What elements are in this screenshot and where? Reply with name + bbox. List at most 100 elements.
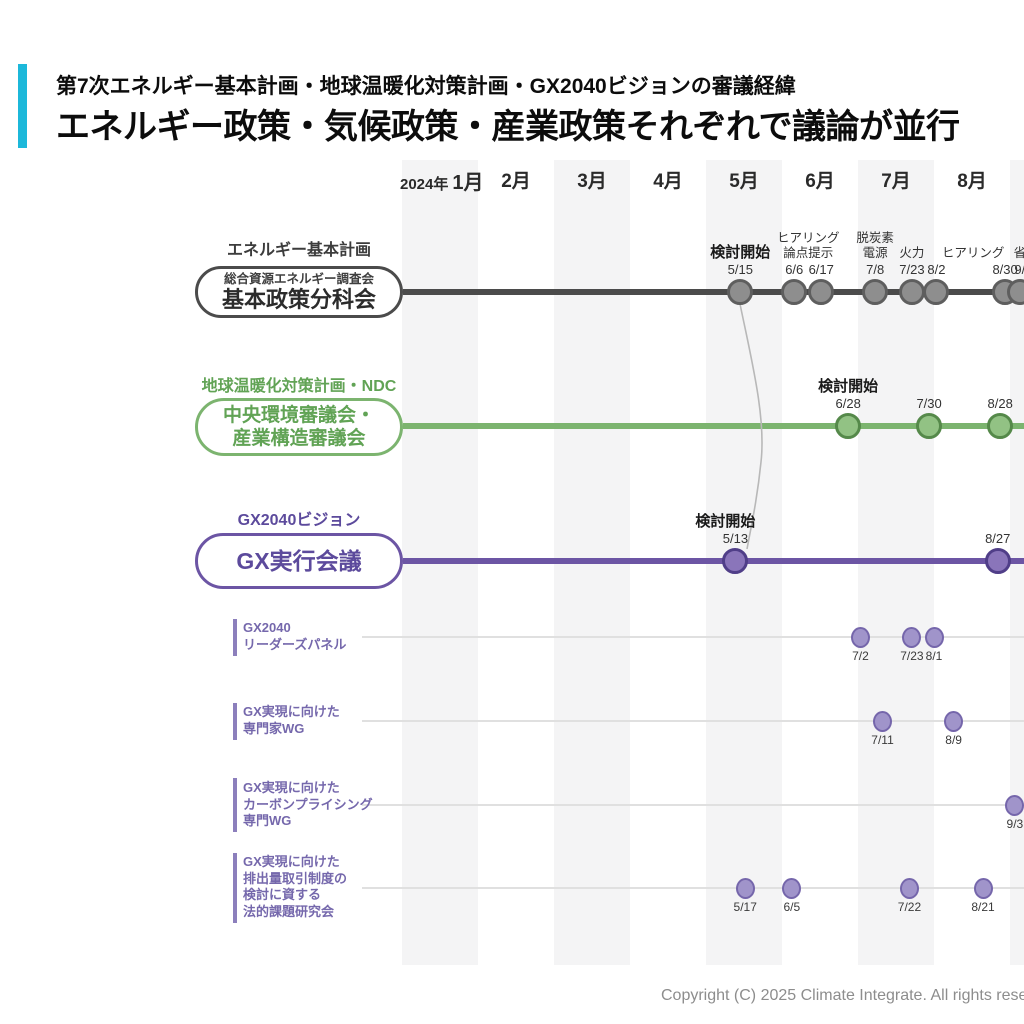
event-dot (862, 279, 889, 305)
event-date: 7/23 (899, 262, 925, 277)
sub-label-expert-wg: GX実現に向けた 専門家WG (243, 704, 340, 737)
event-date: 6/17 (808, 262, 834, 277)
event-date: 8/30 (992, 262, 1018, 277)
pill-title-line2: 産業構造審議会 (232, 428, 366, 449)
event-note: 火力 (899, 245, 925, 260)
timeline-gx-category: GX2040ビジョン (237, 512, 361, 529)
timeline-energy-category: エネルギー基本計画 (226, 242, 371, 259)
sub-label-line: GX実現に向けた (243, 780, 340, 795)
sub-event-date: 7/23 (900, 649, 924, 663)
year-label: 2024年 (400, 176, 449, 193)
event-note: 省 (1013, 245, 1024, 260)
event-date: 7/30 (916, 396, 942, 411)
sub-event-dot (944, 710, 964, 732)
event-dot (1006, 279, 1024, 305)
month-label: 5月 (729, 171, 759, 192)
sub-label-carbon-pricing-wg: GX実現に向けた カーボンプライシング 専門WG (243, 780, 373, 830)
event-dot (923, 279, 950, 305)
event-date: 6/6 (785, 262, 804, 277)
pill-title-line1: 中央環境審議会・ (222, 405, 375, 426)
pill-title: GX実行会議 (236, 547, 362, 574)
pill-subtitle: 総合資源エネルギー調査会 (223, 271, 374, 286)
timeline-line (403, 289, 1024, 295)
sub-label-accent-bar (233, 853, 237, 923)
event-dot (987, 413, 1014, 439)
event-note: 検討開始 (695, 512, 756, 530)
sub-event-dot (973, 877, 993, 899)
month-label: 4月 (653, 171, 683, 192)
sub-event-date: 7/2 (852, 649, 869, 663)
event-dot (916, 413, 943, 439)
month-label: 6月 (805, 171, 835, 192)
sub-event-dot (1005, 794, 1024, 816)
timeline-energy-pill: 総合資源エネルギー調査会 基本政策分科会 (195, 266, 403, 318)
month-label: 7月 (881, 171, 911, 192)
sub-timeline-line (362, 720, 1024, 722)
sub-label-line: GX実現に向けた (243, 704, 340, 719)
event-note: ヒアリング (941, 245, 1005, 260)
sub-label-line: カーボンプライシング (243, 796, 373, 812)
sub-label-line: 法的課題研究会 (243, 903, 335, 919)
event-date: 6/28 (835, 396, 861, 411)
sub-label-line: 排出量取引制度の (243, 870, 348, 886)
sub-label-leaders-panel: GX2040 リーダーズパネル (243, 620, 346, 653)
month-label: 3月 (577, 171, 607, 192)
event-date: 8/28 (987, 396, 1013, 411)
sub-event-date: 7/22 (897, 900, 922, 914)
sub-label-line: GX2040 (243, 620, 291, 635)
month-label-january: 2024年 1月 (400, 166, 484, 195)
timeline-line (403, 423, 1024, 429)
event-note: 検討開始 (710, 243, 771, 261)
timeline-climate-category: 地球温暖化対策計画・NDC (201, 378, 397, 395)
sub-event-dot (902, 626, 922, 648)
month-label: 1月 (452, 172, 484, 194)
timeline-gx-pill: GX実行会議 (195, 533, 403, 589)
event-note: 検討開始 (818, 377, 879, 395)
event-dot (898, 279, 925, 305)
sub-event-dot (899, 877, 919, 899)
sub-label-line: GX実現に向けた (243, 854, 340, 869)
event-date: 8/2 (927, 262, 946, 277)
sub-label-legal-study-group: GX実現に向けた 排出量取引制度の 検討に資する 法的課題研究会 (243, 854, 347, 920)
event-dot (835, 413, 862, 439)
timeline-line (403, 558, 1024, 564)
sub-event-date: 8/9 (945, 733, 962, 747)
sub-event-dot (924, 626, 944, 648)
sub-event-date: 9/3 (1006, 817, 1024, 831)
sub-event-date: 8/1 (925, 649, 943, 663)
sub-event-dot (850, 626, 870, 648)
event-dot (781, 279, 808, 305)
sub-label-line: 検討に資する (243, 887, 322, 902)
event-dot (984, 548, 1011, 574)
sub-event-dot (873, 710, 893, 732)
sub-event-dot (782, 877, 802, 899)
month-label: 8月 (957, 171, 987, 192)
timeline-climate-pill: 中央環境審議会・ 産業構造審議会 (195, 398, 403, 456)
sub-timeline-line (362, 636, 1024, 638)
sub-event-date: 8/21 (971, 900, 995, 914)
copyright-text: Copyright (C) 2025 Climate Integrate. Al… (661, 987, 1024, 1004)
pill-title: 基本政策分科会 (221, 286, 376, 312)
sub-event-date: 6/5 (783, 900, 801, 914)
sub-label-line: リーダーズパネル (243, 636, 347, 652)
event-date: 5/15 (727, 262, 753, 277)
sub-event-dot (735, 877, 755, 899)
page-title: エネルギー政策・気候政策・産業政策それぞれで議論が並行 (56, 108, 960, 146)
title-accent-bar (18, 64, 27, 148)
event-date: 7/8 (866, 262, 885, 277)
sub-event-date: 5/17 (733, 900, 757, 914)
sub-label-line: 専門WG (243, 813, 292, 828)
month-label: 2月 (501, 171, 531, 192)
event-note: ヒアリング 論点提示 (776, 231, 840, 260)
sub-label-accent-bar (233, 618, 237, 656)
sub-label-accent-bar (233, 778, 237, 832)
event-date: 9/ (1014, 262, 1024, 277)
event-dot (808, 279, 835, 305)
slide-kicker: 第7次エネルギー基本計画・地球温暖化対策計画・GX2040ビジョンの審議経緯 (56, 75, 796, 98)
event-note: 脱炭素 電源 (856, 231, 894, 260)
event-date: 5/13 (722, 531, 749, 546)
event-dot (722, 548, 749, 574)
sub-timeline-line (362, 887, 1024, 889)
event-date: 8/27 (985, 531, 1011, 546)
